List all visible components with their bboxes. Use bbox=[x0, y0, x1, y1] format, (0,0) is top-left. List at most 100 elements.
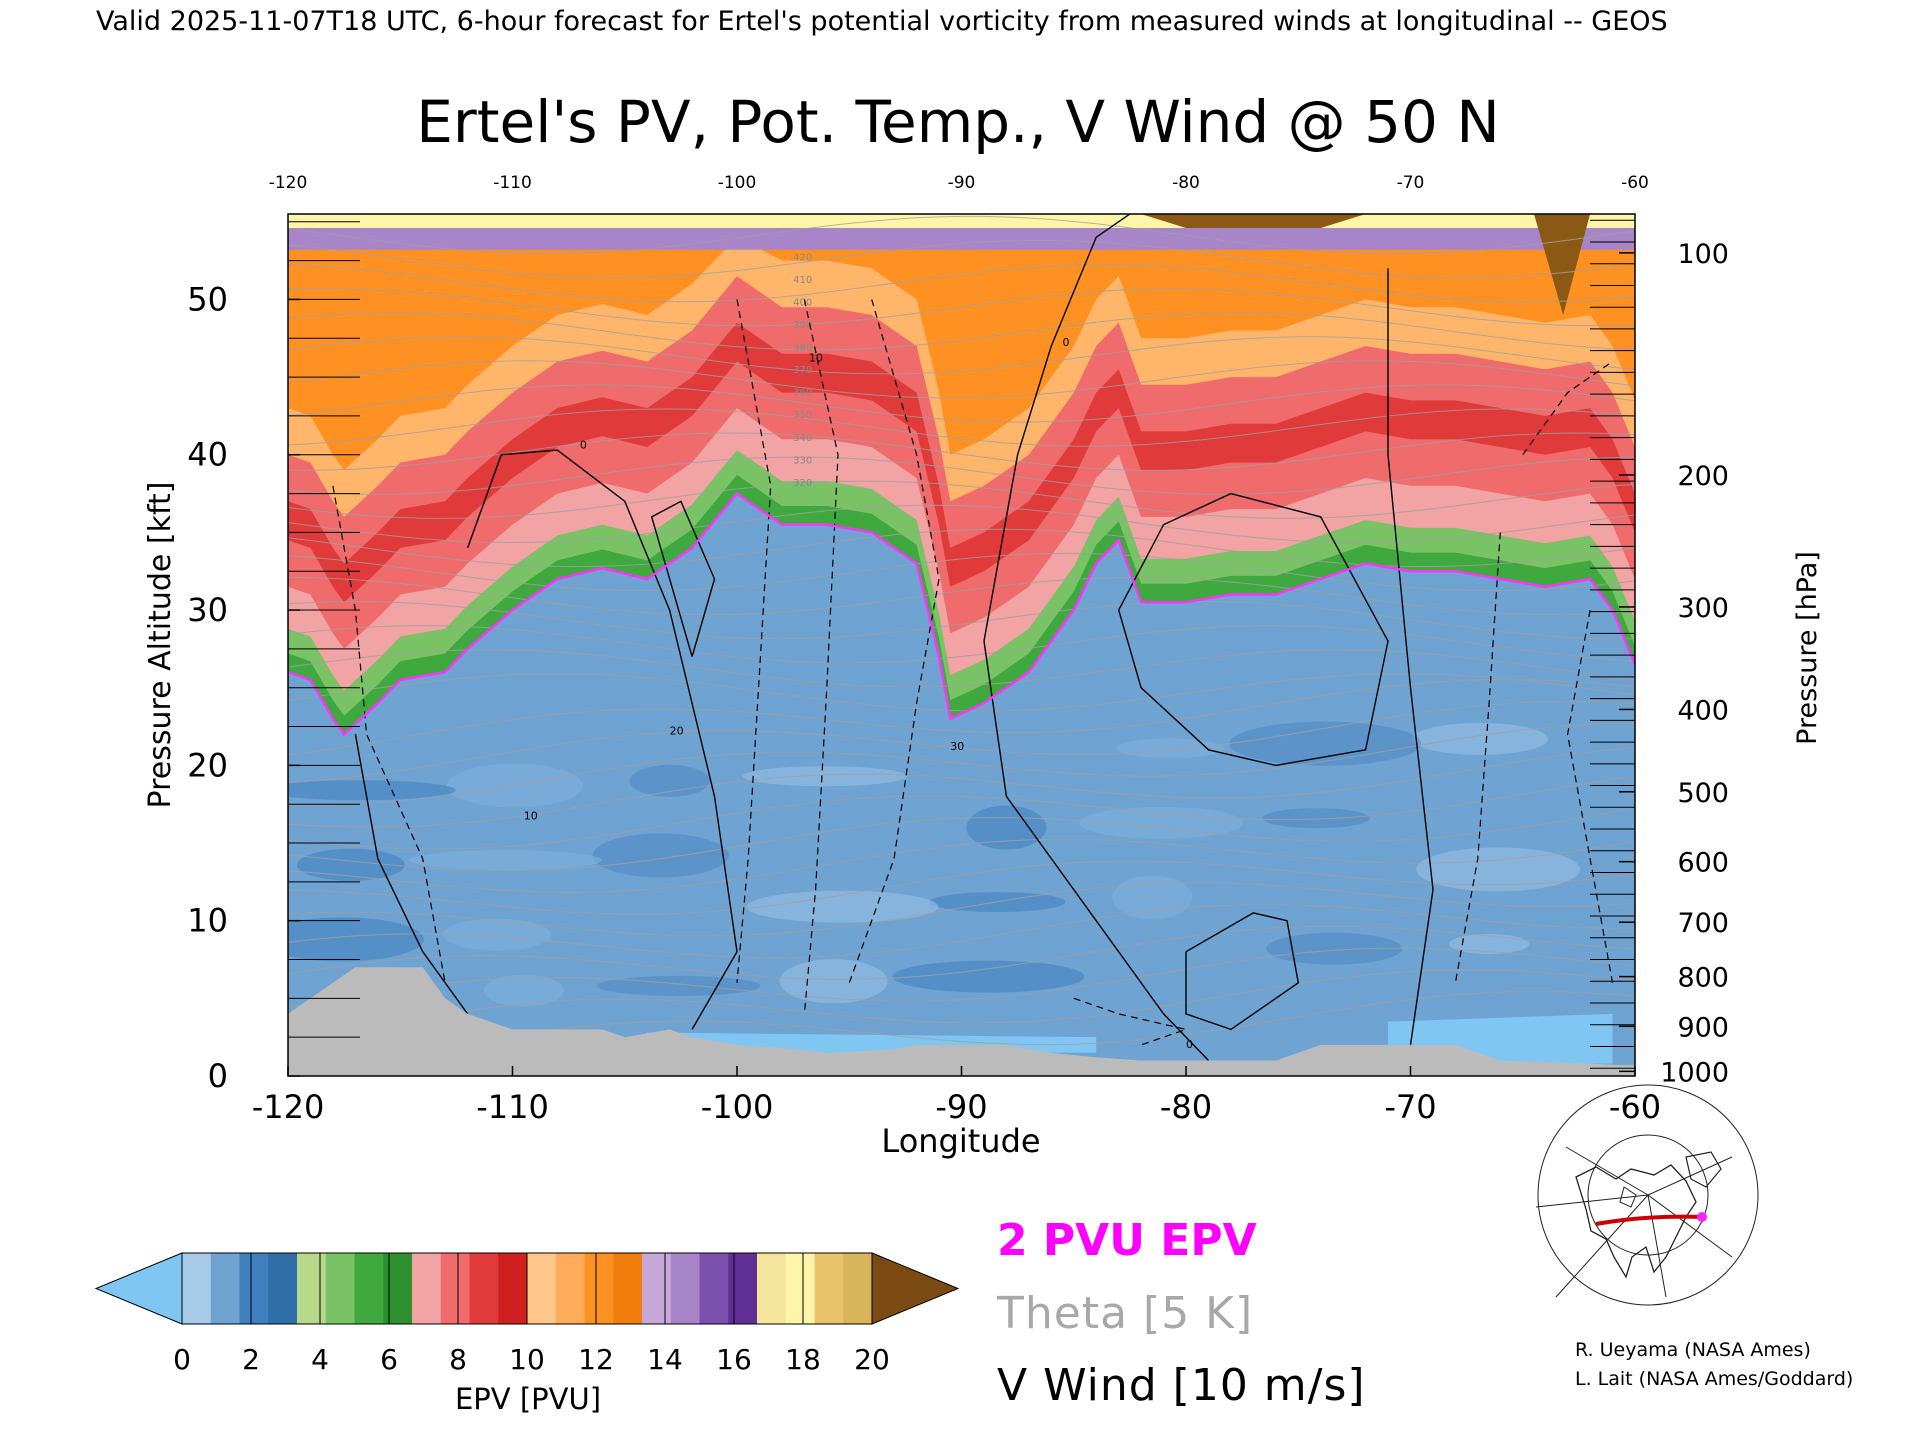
legend-theta: Theta [5 K] bbox=[996, 1288, 1253, 1339]
theta-contour-2 bbox=[288, 947, 1635, 1008]
pv-blob-1 bbox=[442, 918, 551, 951]
credit-line-2: L. Lait (NASA Ames/Goddard) bbox=[1575, 1368, 1853, 1390]
pv-blob-10 bbox=[629, 764, 710, 797]
theta-contour-19 bbox=[288, 552, 1635, 592]
v-wind-solid-5 bbox=[1118, 492, 1389, 767]
v-wind-label-3: 10 bbox=[809, 352, 823, 365]
x-top-label--70: -70 bbox=[1397, 173, 1425, 193]
theta-contour-27 bbox=[288, 360, 1635, 399]
colorbar-swatch-21 bbox=[785, 1253, 816, 1324]
x-axis-label: Longitude bbox=[881, 1122, 1040, 1160]
pv-blob-20 bbox=[966, 805, 1047, 850]
pv-blob-15 bbox=[1449, 933, 1530, 954]
pv-blob-3 bbox=[742, 766, 907, 787]
map-track bbox=[1595, 1214, 1703, 1226]
y-tick-label-50: 50 bbox=[187, 280, 228, 318]
theta-contour-14 bbox=[288, 673, 1635, 712]
x-top-label--60: -60 bbox=[1621, 173, 1649, 193]
terrain-mask bbox=[288, 967, 1635, 1076]
colorbar-swatch-10 bbox=[469, 1253, 499, 1324]
p-tick-label-1000: 1000 bbox=[1660, 1057, 1729, 1088]
colorbar-swatch-19 bbox=[728, 1253, 758, 1324]
pv-blob-14 bbox=[1229, 721, 1422, 766]
theta-contour-32 bbox=[288, 240, 1635, 279]
colorbar-swatch-9 bbox=[440, 1253, 471, 1324]
colorbar-swatch-7 bbox=[383, 1253, 413, 1324]
theta-contour-33 bbox=[288, 215, 1635, 255]
colorbar-swatch-11 bbox=[498, 1253, 528, 1324]
colorbar-swatch-17 bbox=[670, 1253, 701, 1324]
theta-contour-24 bbox=[288, 432, 1635, 471]
colorbar-swatch-5 bbox=[325, 1253, 356, 1324]
x-tick-label--110: -110 bbox=[476, 1088, 549, 1126]
y-axis-right: 100 200 300 400 500 600 700 800 900 1000 bbox=[1590, 219, 1729, 1088]
pv-blob-24 bbox=[288, 780, 456, 801]
pv-blob-25 bbox=[483, 974, 564, 1007]
theta-contour-5 bbox=[288, 882, 1635, 937]
legend-vwind: V Wind [10 m/s] bbox=[997, 1360, 1366, 1411]
p-tick-label-600: 600 bbox=[1677, 848, 1729, 879]
x-tick-label--60: -60 bbox=[1609, 1088, 1661, 1126]
colorbar-swatch-6 bbox=[354, 1253, 384, 1324]
colorbar-tick-10: 10 bbox=[509, 1343, 545, 1376]
v-wind-solid-3 bbox=[983, 214, 1132, 642]
theta-contour-3 bbox=[288, 925, 1635, 980]
v-wind-dashed-0 bbox=[332, 485, 446, 983]
chart-title: Ertel's PV, Pot. Temp., V Wind @ 50 N bbox=[416, 88, 1499, 156]
colorbar-tick-12: 12 bbox=[578, 1343, 614, 1376]
x-axis-top: -120 -110 -100 -90 -80 -70 -60 bbox=[269, 173, 1649, 193]
y-tick-label-30: 30 bbox=[187, 591, 228, 629]
y-tick-label-10: 10 bbox=[187, 902, 228, 940]
colorbar-swatch-20 bbox=[757, 1253, 787, 1324]
pv-blob-2 bbox=[592, 833, 729, 878]
v-wind-label-0: 0 bbox=[580, 439, 587, 452]
credit-line-1: R. Ueyama (NASA Ames) bbox=[1575, 1339, 1811, 1361]
v-wind-solid-2 bbox=[650, 500, 716, 657]
theta-contour-26 bbox=[288, 384, 1635, 423]
y-tick-label-40: 40 bbox=[187, 436, 228, 474]
colorbar-tick-18: 18 bbox=[785, 1343, 821, 1376]
y-tick-label-20: 20 bbox=[187, 746, 228, 784]
x-tick-label--80: -80 bbox=[1160, 1088, 1212, 1126]
v-wind-solid-6 bbox=[1387, 268, 1434, 1046]
v-wind-dashed-5 bbox=[1454, 532, 1501, 983]
theta-contour-29 bbox=[288, 312, 1635, 351]
p-tick-label-800: 800 bbox=[1677, 963, 1729, 994]
theta-label-380: 380 bbox=[793, 343, 812, 354]
colorbar-tick-0: 0 bbox=[173, 1343, 191, 1376]
pv-blob-22 bbox=[1266, 932, 1403, 965]
theta-contour-11 bbox=[288, 722, 1635, 806]
p-tick-label-100: 100 bbox=[1677, 239, 1729, 270]
theta-contour-8 bbox=[288, 807, 1635, 872]
pv-blob-17 bbox=[446, 763, 583, 808]
theta-contour-30 bbox=[288, 288, 1635, 327]
colorbar-swatch-13 bbox=[555, 1253, 586, 1324]
colorbar-tick-6: 6 bbox=[380, 1343, 398, 1376]
x-top-label--100: -100 bbox=[718, 173, 757, 193]
v-wind-dashed-6 bbox=[1566, 609, 1614, 983]
theta-label-390: 390 bbox=[793, 320, 812, 331]
v-wind-contours: 0 0 0 10 30 20 10 bbox=[332, 214, 1614, 1061]
x-tick-label--70: -70 bbox=[1384, 1088, 1436, 1126]
pv-blob-21 bbox=[1116, 738, 1225, 759]
colorbar-tick-8: 8 bbox=[449, 1343, 467, 1376]
theta-contour-23 bbox=[288, 456, 1635, 495]
colorbar: 0 2 4 6 8 10 12 14 16 18 20 bbox=[94, 1252, 960, 1376]
pv-blob-19 bbox=[746, 890, 939, 923]
p-tick-label-500: 500 bbox=[1677, 778, 1729, 809]
theta-label-340: 340 bbox=[793, 433, 812, 444]
pv-band-brown-1 bbox=[1141, 214, 1366, 228]
pv-blob-5 bbox=[1112, 875, 1193, 920]
pv-blob-6 bbox=[1262, 808, 1371, 829]
v-wind-label-1: 0 bbox=[1063, 336, 1070, 349]
pv-blob-13 bbox=[1079, 806, 1244, 839]
x-top-label--110: -110 bbox=[493, 173, 532, 193]
x-top-label--90: -90 bbox=[948, 173, 976, 193]
x-top-label--80: -80 bbox=[1172, 173, 1200, 193]
x-top-label--120: -120 bbox=[269, 173, 308, 193]
colorbar-label: EPV [PVU] bbox=[455, 1382, 601, 1416]
theta-contour-31 bbox=[288, 263, 1635, 303]
theta-contour-16 bbox=[288, 625, 1635, 664]
